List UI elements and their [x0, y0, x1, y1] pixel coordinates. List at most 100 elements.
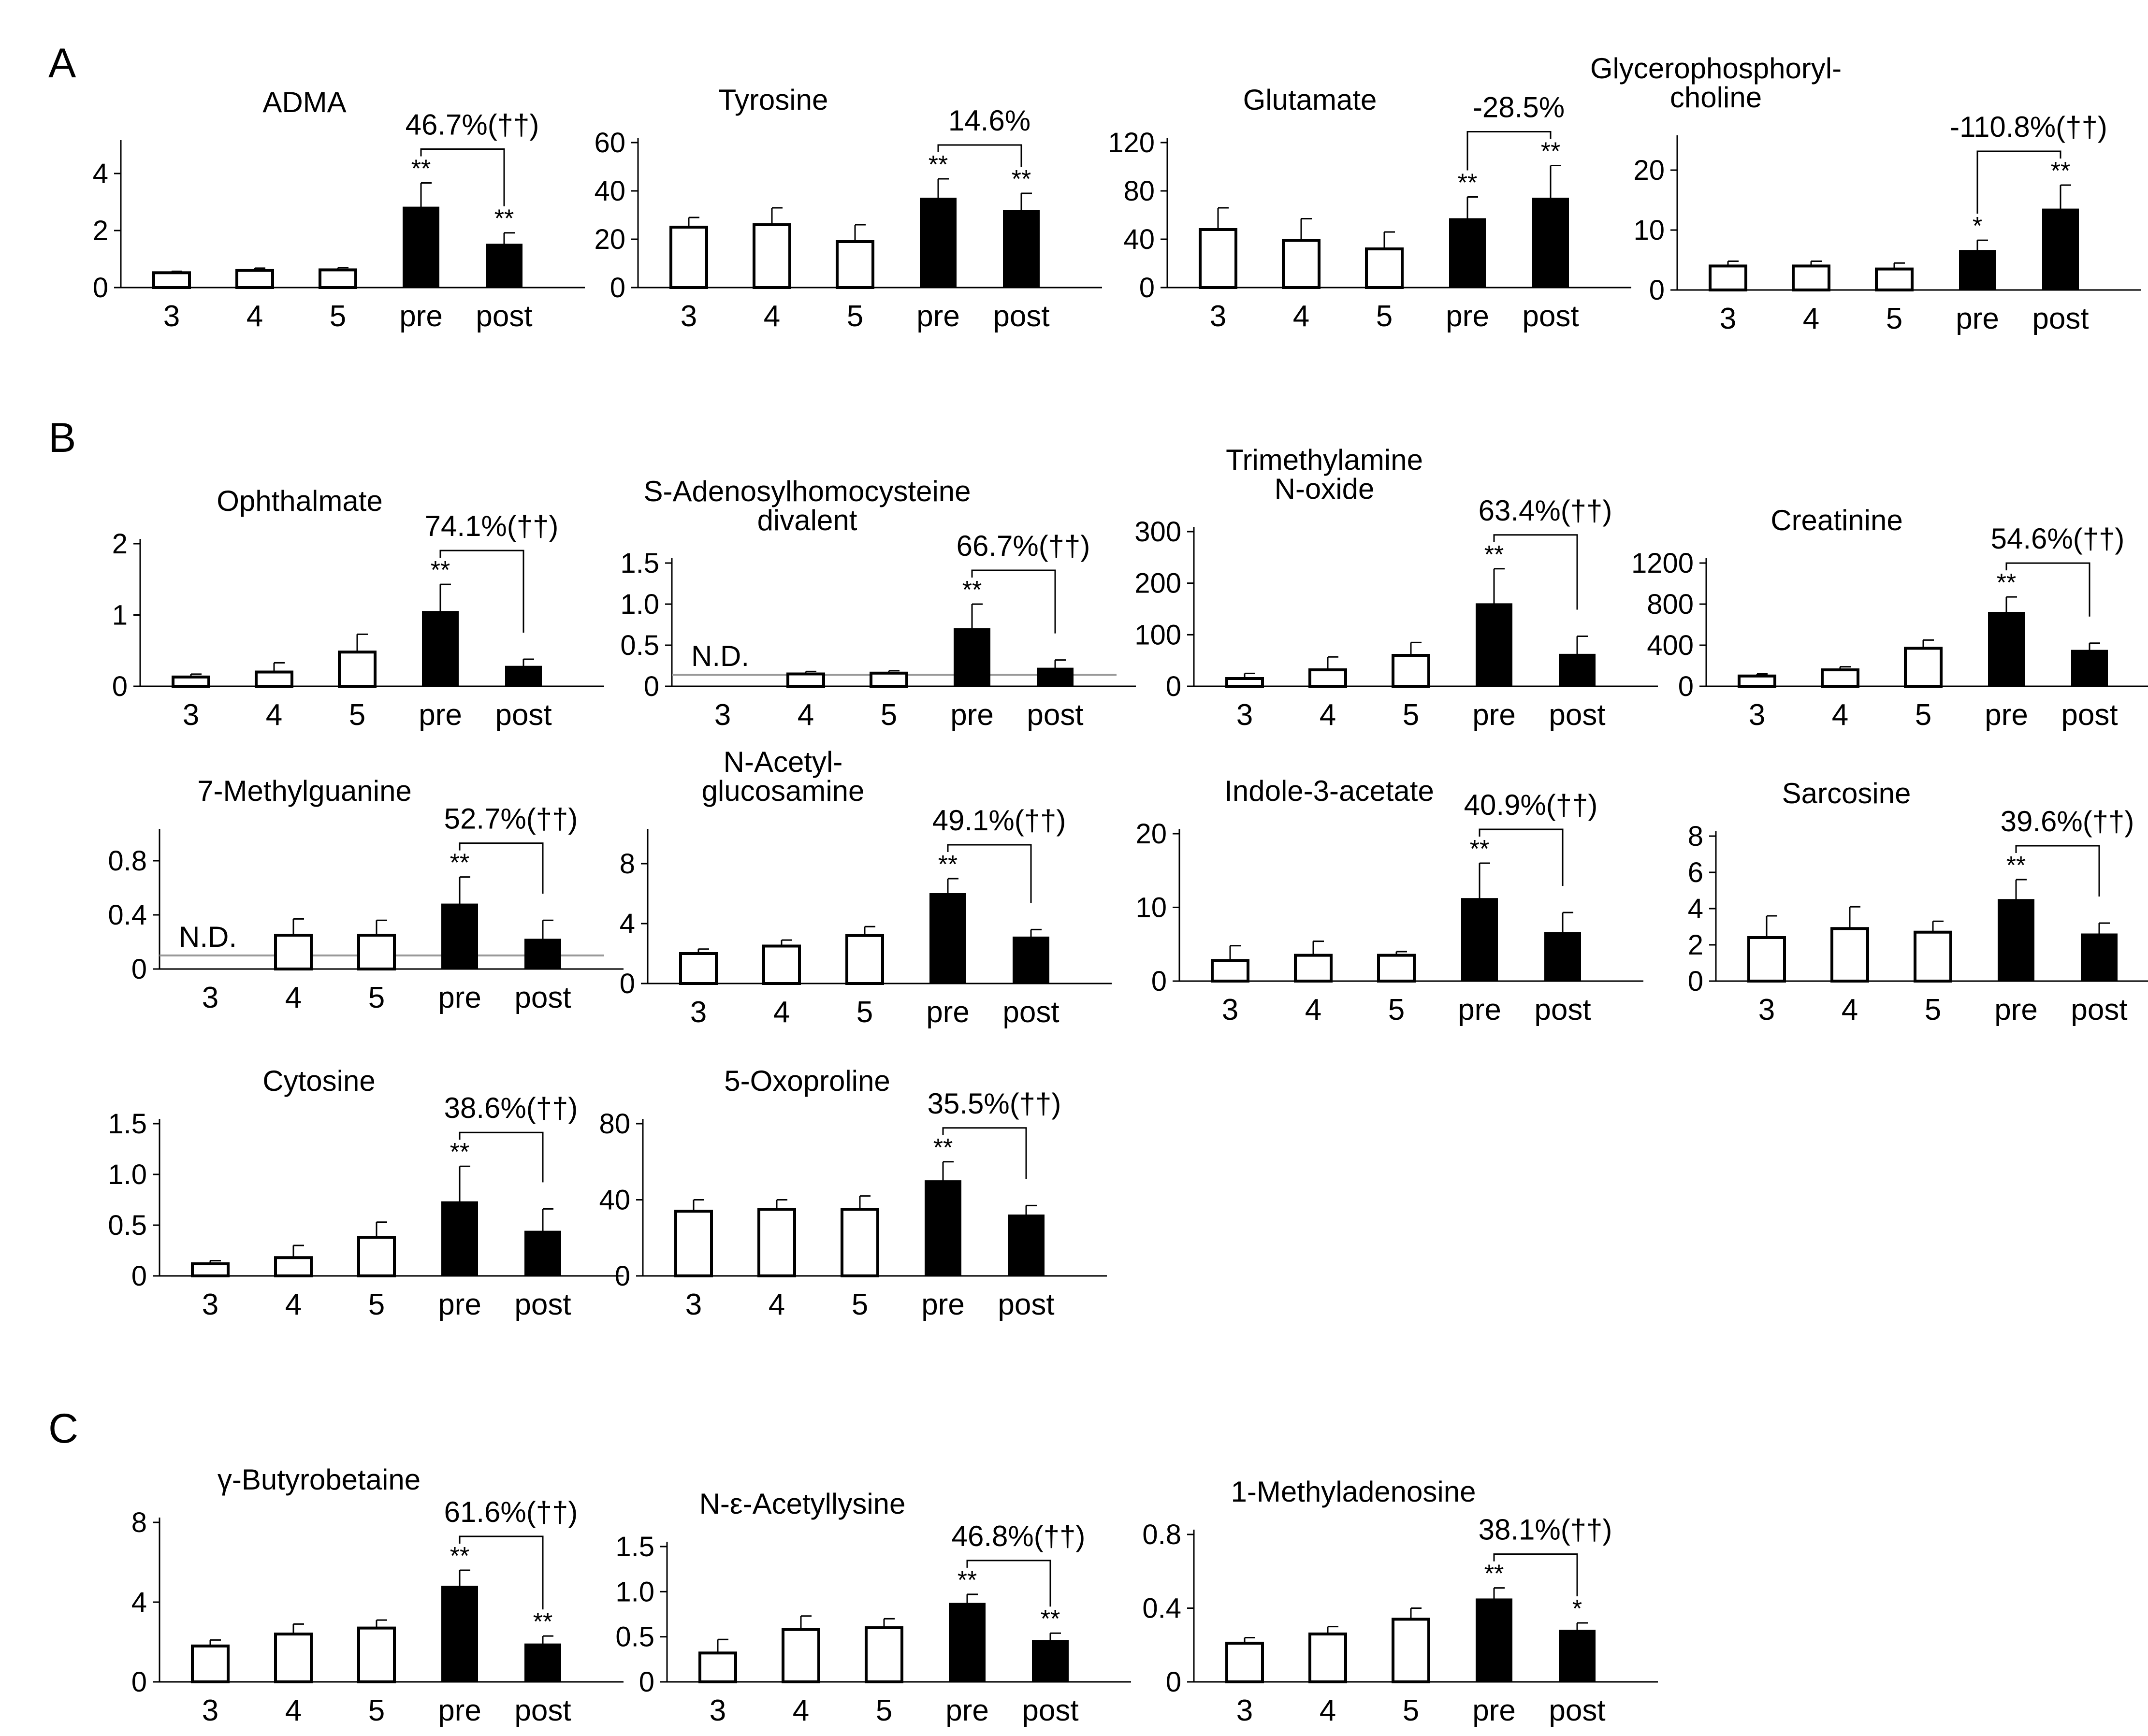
bar [841, 1208, 879, 1277]
bar [1747, 936, 1786, 983]
category-label: pre [945, 1694, 989, 1727]
glutamateChart-panel: Glutamate 0 40 80 120 3 4 5 pre ** post ** -28.5% [1108, 84, 1631, 333]
methyladenosineChart-panel: 1-Methyladenosine 0 0.4 0.8 3 4 5 pre ** post * 38.… [1142, 1476, 1658, 1727]
y-tick-label: 20 [1135, 818, 1167, 850]
significance-marker: ** [1997, 569, 2016, 597]
y-tick-label: 1.5 [620, 548, 659, 579]
category-label: post [1002, 996, 1059, 1029]
creatinineChart-panel: Creatinine 0 400 800 1200 3 4 5 pre ** post 54.6%(†… [1631, 504, 2148, 732]
comparison-bracket [1493, 534, 1578, 610]
y-tick-label: 40 [599, 1185, 630, 1216]
category-label: 5 [368, 1288, 385, 1321]
bar [1476, 603, 1512, 687]
y-tick-label: 20 [594, 224, 625, 255]
bar [1013, 936, 1049, 984]
bar [845, 934, 884, 985]
ophthalmateChart-panel: Ophthalmate 0 1 2 3 4 5 pre ** post 74.1%(††) [112, 485, 604, 732]
y-tick-label: 120 [1108, 127, 1155, 159]
chart-title: glucosamine [702, 775, 865, 807]
y-tick-label: 0.4 [1142, 1593, 1181, 1624]
y-tick-label: 80 [1123, 175, 1155, 207]
y-tick-label: 0 [1688, 966, 1703, 997]
significance-marker: ** [1458, 169, 1477, 197]
bar [870, 671, 908, 688]
category-label: 5 [1403, 1694, 1419, 1727]
bar [274, 934, 313, 970]
bar [836, 240, 874, 289]
category-label: 3 [1720, 302, 1736, 335]
category-label: post [476, 300, 532, 333]
change-label: 63.4%(††) [1479, 494, 1612, 527]
y-tick-label: 200 [1134, 568, 1181, 599]
y-tick-label: 8 [620, 848, 635, 880]
category-label: 4 [1842, 993, 1858, 1027]
y-tick-label: 0.8 [108, 845, 147, 877]
significance-marker: ** [411, 155, 431, 183]
y-tick-label: 40 [594, 175, 625, 207]
chart-title: divalent [757, 504, 857, 536]
bar [1914, 930, 1952, 983]
bar [757, 1208, 796, 1277]
chart-title: Glutamate [1243, 84, 1377, 116]
comparison-bracket [937, 144, 1022, 167]
category-label: pre [1458, 993, 1501, 1027]
y-tick-label: 0 [610, 272, 625, 304]
bar [1875, 267, 1914, 291]
bar [925, 1180, 961, 1276]
category-label: 3 [1222, 993, 1238, 1027]
category-label: 5 [1376, 300, 1393, 333]
category-label: 4 [285, 981, 302, 1014]
y-tick-label: 0 [131, 954, 147, 985]
change-label: 38.1%(††) [1479, 1514, 1612, 1546]
category-label: post [2071, 993, 2127, 1027]
bar [1308, 1632, 1347, 1683]
bar [1392, 654, 1430, 688]
category-label: 3 [202, 981, 218, 1014]
change-label: 66.7%(††) [957, 530, 1090, 562]
bar [865, 1626, 903, 1683]
bar [524, 1643, 561, 1682]
category-label: 4 [1305, 993, 1321, 1027]
y-tick-label: 4 [131, 1587, 147, 1618]
y-tick-label: 4 [620, 908, 635, 940]
bar [172, 675, 210, 688]
category-label: post [1534, 993, 1591, 1027]
y-tick-label: 0.5 [108, 1210, 147, 1241]
category-label: pre [926, 996, 970, 1029]
y-tick-label: 0 [1678, 671, 1694, 702]
category-label: 4 [1832, 698, 1848, 732]
bar [441, 1201, 478, 1276]
category-label: 4 [1803, 302, 1819, 335]
significance-marker: ** [450, 1138, 469, 1166]
chart-title: Sarcosine [1782, 777, 1911, 810]
category-label: 5 [368, 1694, 385, 1727]
y-tick-label: 2 [1688, 929, 1703, 961]
y-tick-label: 1.5 [615, 1531, 654, 1562]
change-label: 74.1%(††) [425, 510, 559, 542]
category-label: post [1022, 1694, 1078, 1727]
bar [441, 903, 478, 969]
y-tick-label: 0.4 [108, 899, 147, 931]
cytosineChart-panel: Cytosine 0 0.5 1.0 1.5 3 4 5 pre ** post 38.6%(††) [108, 1065, 624, 1321]
y-tick-label: 300 [1134, 516, 1181, 548]
category-label: 5 [330, 300, 346, 333]
category-label: 5 [1925, 993, 1941, 1027]
bar [2042, 208, 2079, 290]
category-label: post [514, 1288, 571, 1321]
bar [357, 1236, 396, 1277]
bar [1449, 218, 1486, 288]
bar [1476, 1598, 1512, 1682]
y-tick-label: 0.8 [1142, 1519, 1181, 1550]
bar [441, 1586, 478, 1682]
chart-title: Tyrosine [719, 84, 828, 116]
y-tick-label: 2 [112, 528, 128, 560]
bar [1392, 1618, 1430, 1683]
category-label: post [2032, 302, 2089, 335]
category-label: pre [1956, 302, 1999, 335]
y-tick-label: 60 [594, 127, 625, 159]
bar [786, 672, 825, 688]
y-tick-label: 0.5 [615, 1621, 654, 1653]
comparison-bracket [2015, 845, 2100, 897]
